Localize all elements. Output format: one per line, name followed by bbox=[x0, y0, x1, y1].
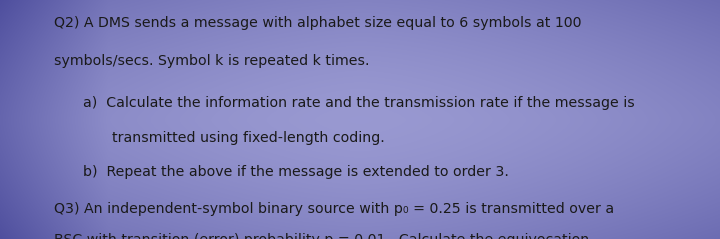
Text: Q3) An independent-symbol binary source with p₀ = 0.25 is transmitted over a: Q3) An independent-symbol binary source … bbox=[54, 202, 614, 216]
Text: b)  Repeat the above if the message is extended to order 3.: b) Repeat the above if the message is ex… bbox=[83, 165, 508, 179]
Text: a)  Calculate the information rate and the transmission rate if the message is: a) Calculate the information rate and th… bbox=[83, 96, 634, 110]
Text: symbols/secs. Symbol k is repeated k times.: symbols/secs. Symbol k is repeated k tim… bbox=[54, 54, 369, 68]
Text: transmitted using fixed-length coding.: transmitted using fixed-length coding. bbox=[112, 131, 384, 146]
Text: Q2) A DMS sends a message with alphabet size equal to 6 symbols at 100: Q2) A DMS sends a message with alphabet … bbox=[54, 16, 582, 30]
Text: BSC with transition (error) probability p = 0.01.  Calculate the equivocation: BSC with transition (error) probability … bbox=[54, 233, 589, 239]
